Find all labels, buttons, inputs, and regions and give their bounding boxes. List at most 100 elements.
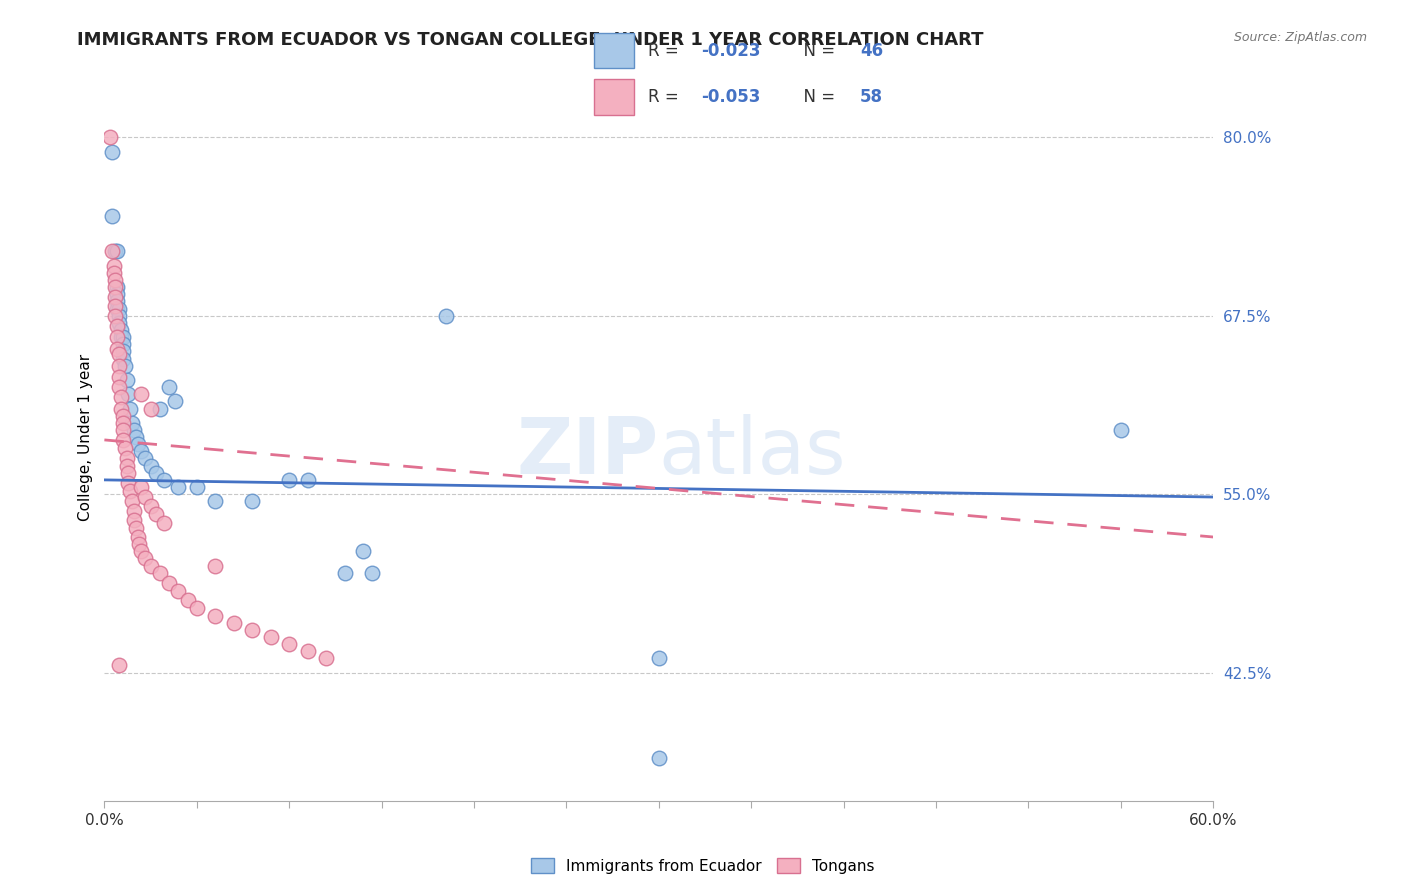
Bar [593,32,634,69]
Point [134,551,156,566]
Point [105,301,128,316]
Point [105,280,128,294]
Point [111,409,134,423]
Point [111,433,134,447]
Point [108,347,131,361]
Point [105,294,128,309]
Text: 58: 58 [860,88,883,106]
Point [105,318,128,333]
Point [186,480,208,494]
Point [100,145,122,159]
Point [122,423,145,437]
Point [278,637,301,651]
Point [131,444,153,458]
Point [648,751,671,765]
Point [121,416,143,430]
Point [111,344,134,359]
Point [204,494,226,508]
Text: IMMIGRANTS FROM ECUADOR VS TONGAN COLLEGE, UNDER 1 YEAR CORRELATION CHART: IMMIGRANTS FROM ECUADOR VS TONGAN COLLEG… [77,31,984,49]
Point [114,359,136,373]
Point [115,458,138,473]
Point [110,401,132,416]
Point [152,516,174,530]
Point [315,651,337,665]
Point [120,401,142,416]
Point [204,558,226,573]
Point [103,266,125,280]
Point [145,507,167,521]
Point [100,244,122,259]
Point [157,575,180,590]
Point [139,499,162,513]
Point [176,592,198,607]
Point [103,259,125,273]
Point [131,480,153,494]
Point [111,416,134,430]
Point [111,423,134,437]
Point [167,584,190,599]
Point [125,521,148,535]
Point [149,401,172,416]
Point [127,530,149,544]
Point [361,566,384,580]
Point [134,451,156,466]
Point [122,513,145,527]
Point [121,494,143,508]
Point [297,473,319,487]
Point [98,130,121,145]
Point [149,566,172,580]
Point [120,484,142,499]
Point [139,401,162,416]
Point [139,558,162,573]
Point [108,658,131,673]
Point [117,387,139,401]
Point [139,458,162,473]
Point [115,373,138,387]
Point [128,537,150,551]
Point [105,330,128,344]
Point [100,209,122,223]
Legend: Immigrants from Ecuador, Tongans: Immigrants from Ecuador, Tongans [524,852,882,880]
Point [333,566,356,580]
Point [134,490,156,504]
Point [117,466,139,480]
Point [240,494,263,508]
Point [108,380,131,394]
Point [163,394,186,409]
Point [104,244,127,259]
Point [240,623,263,637]
Point [108,316,131,330]
Point [111,330,134,344]
Point [297,644,319,658]
Point [145,466,167,480]
Point [117,475,139,490]
Text: 46: 46 [860,42,883,60]
Text: -0.023: -0.023 [702,42,761,60]
Point [108,309,131,323]
Point [131,544,153,558]
Point [204,608,226,623]
Text: Source: ZipAtlas.com: Source: ZipAtlas.com [1233,31,1367,45]
Point [108,370,131,384]
Text: -0.053: -0.053 [702,88,761,106]
Text: N =: N = [793,42,839,60]
Point [104,273,127,287]
Bar [593,78,634,114]
Point [127,437,149,451]
Point [105,342,128,356]
Point [352,544,374,558]
Point [186,601,208,615]
Point [115,451,138,466]
Point [260,630,283,644]
Text: R =: R = [648,42,683,60]
Y-axis label: College, Under 1 year: College, Under 1 year [79,353,93,521]
Point [278,473,301,487]
Point [110,330,132,344]
Point [104,290,127,304]
Point [1109,423,1132,437]
Point [125,430,148,444]
Point [648,651,671,665]
Point [110,323,132,337]
Point [105,287,128,301]
Point [152,473,174,487]
